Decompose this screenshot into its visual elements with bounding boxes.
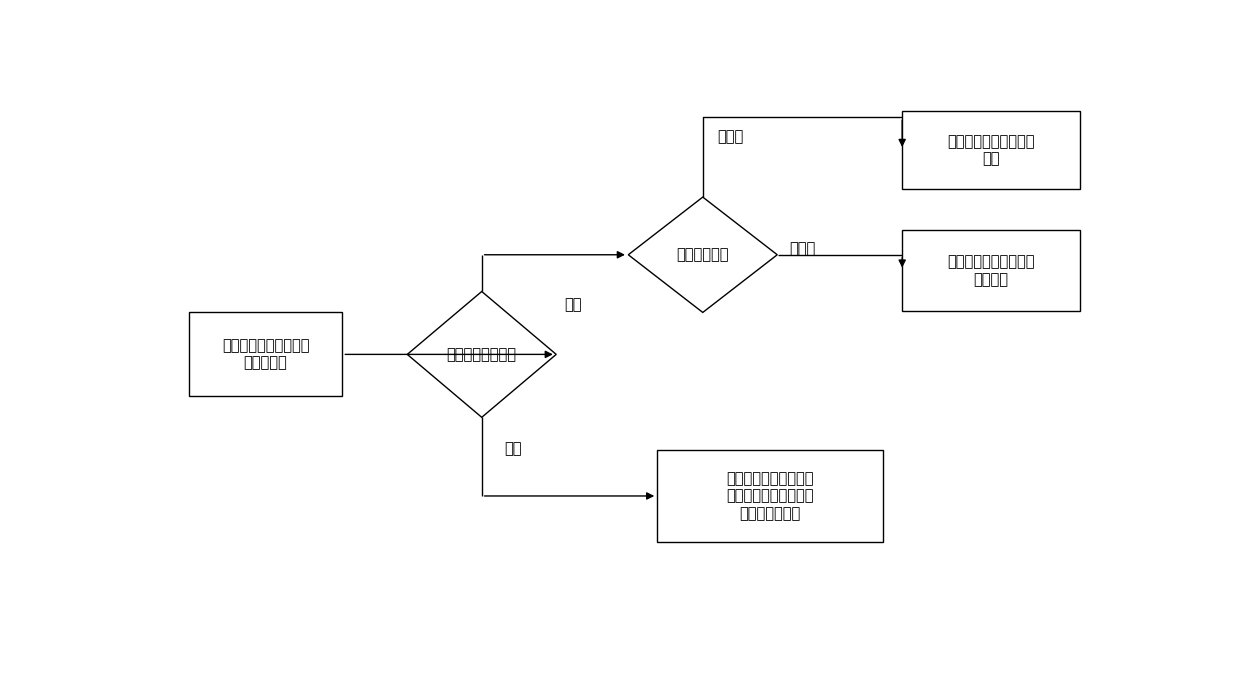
Text: 若之前负载处于正常开
启状态，则负载关闭，
对应指示灯不亮: 若之前负载处于正常开 启状态，则负载关闭， 对应指示灯不亮: [727, 471, 813, 521]
FancyBboxPatch shape: [903, 110, 1080, 189]
Text: 负载不可开启，对应指
示灯不亮: 负载不可开启，对应指 示灯不亮: [947, 254, 1035, 287]
Polygon shape: [407, 291, 557, 417]
FancyBboxPatch shape: [188, 313, 342, 396]
Text: 有故障: 有故障: [789, 241, 816, 256]
FancyBboxPatch shape: [903, 230, 1080, 311]
Text: 无故障: 无故障: [717, 129, 744, 144]
Text: 发出负载开关命令: 发出负载开关命令: [446, 347, 517, 362]
Text: 关闭: 关闭: [503, 441, 521, 456]
Text: 通过显示界面选择需要
操作的负载: 通过显示界面选择需要 操作的负载: [222, 338, 309, 370]
Text: 负载是否故障: 负载是否故障: [677, 247, 729, 262]
Text: 开启: 开启: [564, 297, 582, 312]
Polygon shape: [629, 197, 777, 313]
FancyBboxPatch shape: [657, 450, 883, 542]
Text: 负载可开启，对应指示
灯亮: 负载可开启，对应指示 灯亮: [947, 133, 1035, 166]
